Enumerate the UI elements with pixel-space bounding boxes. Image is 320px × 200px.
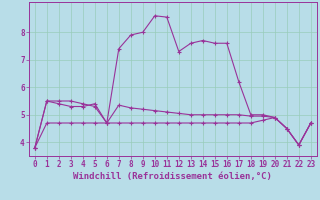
X-axis label: Windchill (Refroidissement éolien,°C): Windchill (Refroidissement éolien,°C)	[73, 172, 272, 181]
